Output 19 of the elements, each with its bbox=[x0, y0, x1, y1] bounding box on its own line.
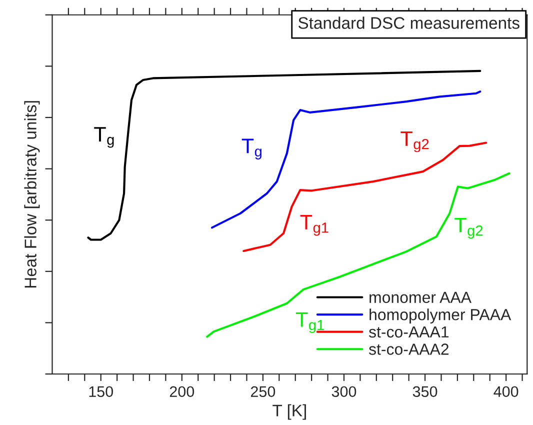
x-tick-label: 350 bbox=[412, 386, 438, 398]
x-tick-label: 400 bbox=[494, 386, 518, 398]
legend-label: st-co-AAA1 bbox=[368, 326, 449, 338]
annotation: T$_{g1}$ bbox=[300, 215, 328, 236]
x-tick-label: 300 bbox=[332, 386, 356, 398]
y-axis-title: Heat Flow [arbitraty units] bbox=[24, 101, 40, 288]
x-tick-label: 150 bbox=[89, 386, 114, 398]
annotation: T$_{g1}$ bbox=[296, 312, 324, 334]
annotation: T$_{g}$ bbox=[94, 127, 114, 148]
x-axis-title: T [K] bbox=[272, 404, 306, 420]
annotation: T$_{g}$ bbox=[242, 138, 262, 160]
legend-label: st-co-AAA2 bbox=[368, 344, 449, 355]
x-tick-label: 200 bbox=[170, 386, 194, 398]
annotation: T$_{g2}$ bbox=[454, 218, 483, 239]
chart-title: Standard DSC measurements bbox=[298, 16, 520, 29]
legend-label: homopolymer PAAA bbox=[370, 308, 512, 324]
legend-label: monomer AAA bbox=[370, 292, 472, 304]
annotation: T$_{g2}$ bbox=[400, 132, 429, 152]
x-tick-label: 250 bbox=[250, 386, 276, 398]
